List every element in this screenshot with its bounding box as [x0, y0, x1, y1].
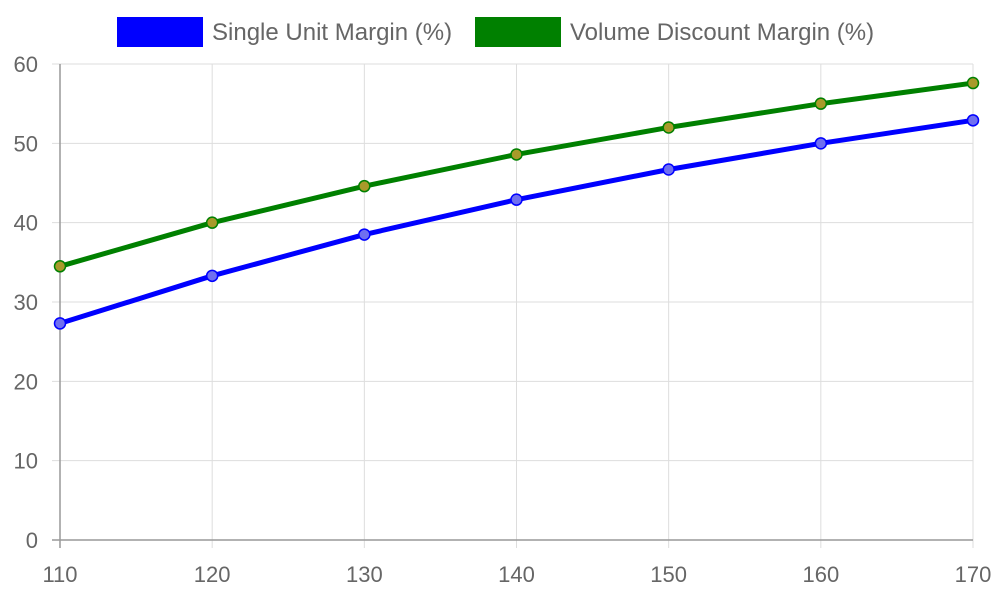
data-point-series-1[interactable]: [510, 148, 523, 161]
data-point-series-1[interactable]: [662, 121, 675, 134]
data-point-series-0[interactable]: [53, 317, 67, 330]
data-point-series-0[interactable]: [966, 114, 980, 127]
grid: [52, 63, 974, 548]
y-tick-label: 30: [14, 290, 38, 315]
data-point-series-1[interactable]: [814, 97, 828, 110]
data-point-series-1[interactable]: [966, 76, 980, 90]
data-point-series-1[interactable]: [53, 260, 67, 273]
x-tick-label: 110: [42, 562, 77, 587]
legend-label-single-unit[interactable]: Single Unit Margin (%): [212, 19, 452, 46]
data-point-series-0[interactable]: [205, 269, 219, 283]
x-tick-label: 170: [955, 562, 992, 587]
legend: Single Unit Margin (%) Volume Discount M…: [117, 17, 874, 47]
data-point-series-1[interactable]: [358, 179, 371, 193]
data-point-series-0[interactable]: [814, 137, 828, 150]
y-tick-label: 10: [14, 449, 38, 474]
x-tick-label: 150: [650, 562, 687, 587]
legend-label-volume-discount[interactable]: Volume Discount Margin (%): [570, 19, 874, 46]
series: [53, 76, 980, 330]
legend-swatch-single-unit[interactable]: [117, 17, 203, 47]
y-tick-label: 50: [14, 131, 38, 156]
x-tick-label: 160: [802, 562, 839, 587]
y-tick-label: 0: [26, 528, 38, 553]
axes: 0 10 20 30 40 50 60 110 120 130 140 150 160 170: [14, 52, 992, 587]
x-tick-label: 120: [194, 562, 231, 587]
y-tick-label: 40: [14, 211, 38, 236]
x-tick-label: 140: [498, 562, 535, 587]
data-point-series-0[interactable]: [358, 228, 371, 241]
y-tick-label: 20: [14, 369, 38, 394]
data-point-series-0[interactable]: [662, 163, 675, 176]
x-tick-label: 130: [346, 562, 383, 587]
legend-swatch-volume-discount[interactable]: [475, 17, 561, 47]
data-point-series-1[interactable]: [205, 216, 219, 229]
data-point-series-0[interactable]: [510, 193, 523, 206]
y-tick-label: 60: [14, 52, 38, 77]
